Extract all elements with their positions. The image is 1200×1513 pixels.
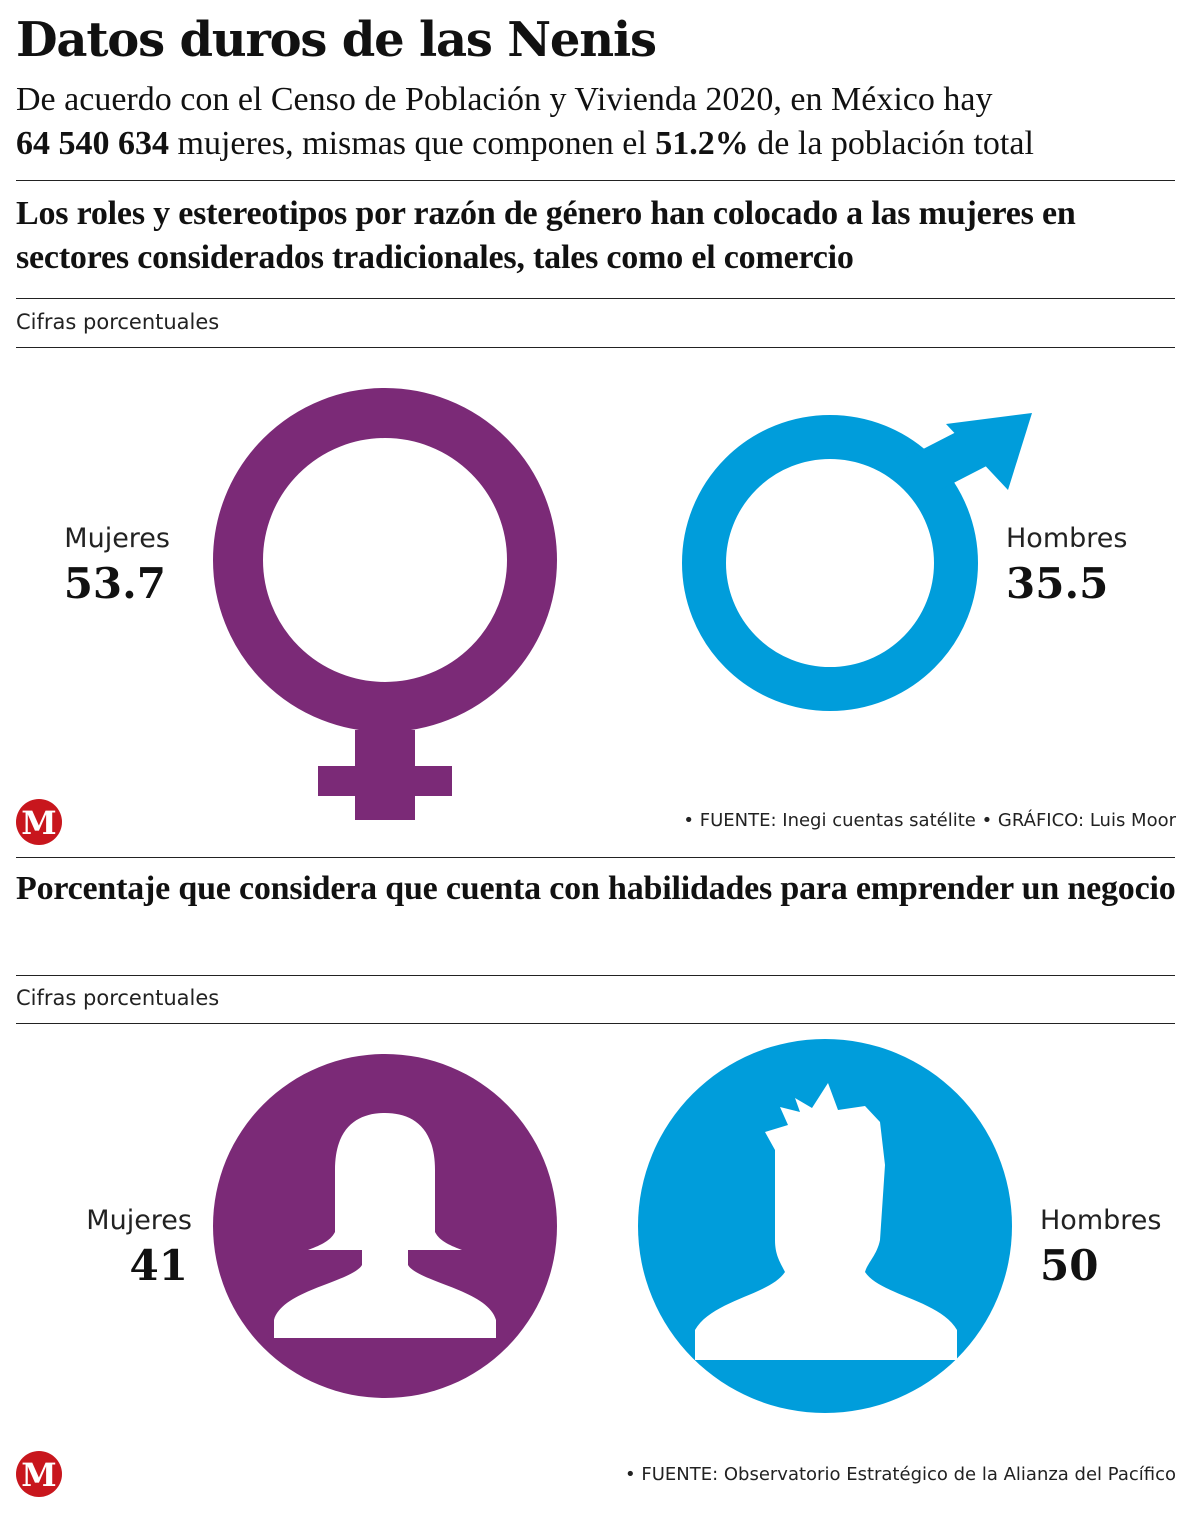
female-symbol-ring — [213, 388, 557, 732]
male-symbol-arrowhead — [946, 413, 1032, 490]
men-label-1: Hombres — [1006, 523, 1128, 554]
logo-circle — [16, 1451, 62, 1497]
divider — [16, 975, 1175, 976]
section2-title: Porcentaje que considera que cuenta con … — [16, 870, 1176, 907]
intro-part3: de la población total — [748, 125, 1034, 162]
intro-text: De acuerdo con el Censo de Población y V… — [16, 78, 1186, 166]
woman-silhouette — [274, 1113, 496, 1338]
logo-letter: M — [21, 804, 56, 842]
men-value-1: 35.5 — [1006, 559, 1109, 608]
male-symbol-ring — [682, 415, 978, 711]
section1-units: Cifras porcentuales — [16, 310, 220, 334]
female-symbol-icon — [213, 388, 557, 820]
divider — [16, 180, 1175, 181]
section2-units: Cifras porcentuales — [16, 986, 220, 1010]
women-label-2: Mujeres — [86, 1205, 192, 1236]
women-value-1: 53.7 — [63, 559, 166, 608]
intro-part1: De acuerdo con el Censo de Población y V… — [16, 81, 993, 118]
male-symbol-icon — [682, 413, 1032, 711]
intro-part2: mujeres, mismas que componen el — [169, 125, 656, 162]
men-label-2: Hombres — [1040, 1205, 1162, 1236]
section2-source: • FUENTE: Observatorio Estratégico de la… — [625, 1464, 1176, 1485]
divider — [16, 298, 1175, 299]
milenio-logo-icon: M — [16, 1451, 62, 1497]
logo-letter: M — [21, 1456, 56, 1494]
intro-percent: 51.2% — [655, 125, 749, 162]
divider — [16, 347, 1175, 348]
man-silhouette — [695, 1083, 957, 1360]
section1-title: Los roles y estereotipos por razón de gé… — [16, 195, 1076, 276]
women-value-2: 41 — [129, 1241, 188, 1290]
divider — [16, 1023, 1175, 1024]
section1-source: • FUENTE: Inegi cuentas satélite • GRÁFI… — [683, 810, 1176, 831]
woman-avatar-icon — [213, 1054, 557, 1398]
man-avatar-icon — [638, 1039, 1012, 1413]
logo-circle — [16, 799, 62, 845]
women-label-1: Mujeres — [64, 523, 170, 554]
intro-women-count: 64 540 634 — [16, 125, 169, 162]
divider — [16, 857, 1175, 858]
female-symbol-cross — [318, 766, 452, 796]
men-value-2: 50 — [1040, 1241, 1099, 1290]
milenio-logo-icon: M — [16, 799, 62, 845]
page-title: Datos duros de las Nenis — [16, 12, 657, 68]
